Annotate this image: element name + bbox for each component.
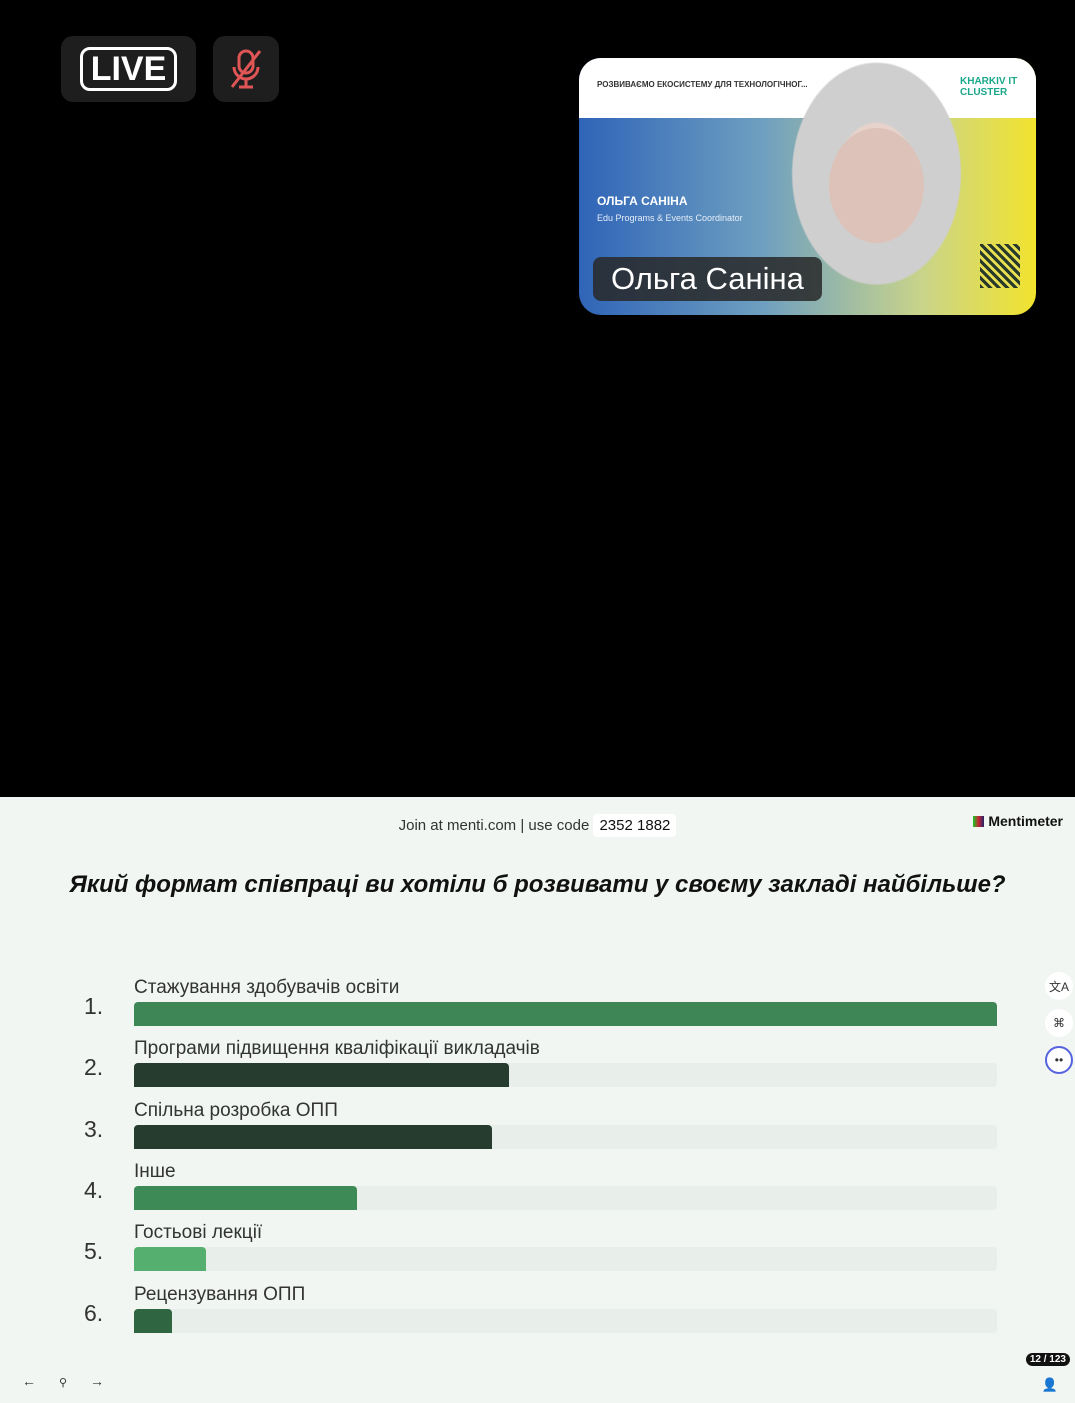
option-number: 4. (84, 1176, 104, 1203)
hint-button[interactable]: ⚲ (58, 1377, 68, 1389)
option-number: 5. (84, 1238, 104, 1265)
speaker-video: РОЗВИВАЄМО ЕКОСИСТЕМУ ДЛЯ ТЕХНОЛОГІЧНОГ.… (579, 58, 1036, 315)
slide-speaker-name: ОЛЬГА САНІНА (597, 194, 688, 208)
translate-icon[interactable]: 文A (1045, 972, 1073, 1000)
qr-code (980, 244, 1020, 288)
mic-muted-icon (230, 49, 262, 89)
result-bar-track (134, 1247, 997, 1272)
result-bar (134, 1124, 493, 1149)
result-row: 4. Інше (84, 1161, 997, 1223)
slide-speaker-role: Edu Programs & Events Coordinator (597, 213, 743, 223)
live-badge: LIVE (61, 36, 196, 102)
speaker-name-tag: Ольга Саніна (593, 257, 822, 301)
mentimeter-slide: Join at menti.com | use code 2352 1882 M… (0, 797, 1075, 1403)
result-bar (134, 1063, 510, 1088)
result-row: 5. Гостьові лекції (84, 1222, 997, 1284)
option-label: Програми підвищення кваліфікації виклада… (134, 1038, 540, 1060)
result-bar (134, 1308, 172, 1333)
join-text: Join at menti.com | use code (398, 817, 590, 834)
prev-slide-button[interactable]: ← (22, 1373, 36, 1389)
result-bar (134, 1002, 997, 1026)
brand-text: Mentimeter (988, 813, 1063, 829)
option-label: Спільна розробка ОПП (134, 1099, 338, 1121)
next-slide-button[interactable]: → (90, 1373, 104, 1389)
result-bar (134, 1185, 357, 1210)
question-title: Який формат співпраці ви хотіли б розвив… (69, 871, 1006, 898)
participant-counter: 12 / 123 (1025, 1353, 1070, 1366)
join-code: 2352 1882 (593, 814, 677, 837)
slide-tagline: РОЗВИВАЄМО ЕКОСИСТЕМУ ДЛЯ ТЕХНОЛОГІЧНОГ.… (597, 80, 807, 89)
option-number: 3. (84, 1115, 104, 1142)
live-label: LIVE (79, 47, 178, 91)
option-label: Інше (134, 1160, 176, 1182)
result-bar-track (134, 1124, 997, 1149)
join-instructions: Join at menti.com | use code 2352 1882 (0, 814, 1075, 837)
result-bar-track (134, 1185, 997, 1210)
option-label: Стажування здобувачів освіти (134, 977, 400, 998)
result-bar (134, 1247, 206, 1272)
result-bar-track (134, 1002, 997, 1026)
option-number: 1. (84, 993, 104, 1019)
result-row: 2. Програми підвищення кваліфікації викл… (84, 1038, 997, 1100)
option-label: Гостьові лекції (134, 1222, 263, 1244)
result-bar-track (134, 1063, 997, 1088)
reactions-icon[interactable]: •• (1045, 1046, 1073, 1074)
mentimeter-logo: Mentimeter (973, 813, 1063, 829)
option-number: 6. (84, 1299, 104, 1326)
result-row: 6. Рецензування ОПП (84, 1284, 997, 1346)
result-row: 3. Спільна розробка ОПП (84, 1100, 997, 1162)
result-row: 1. Стажування здобувачів освіти (84, 977, 997, 1039)
mic-muted-button[interactable] (213, 36, 279, 102)
participants-icon[interactable]: 👤 (1041, 1377, 1058, 1392)
option-label: Рецензування ОПП (134, 1283, 306, 1305)
result-bar-track (134, 1308, 997, 1333)
mentimeter-icon (973, 816, 985, 827)
shortcuts-icon[interactable]: ⌘ (1045, 1009, 1073, 1037)
option-number: 2. (84, 1054, 104, 1081)
